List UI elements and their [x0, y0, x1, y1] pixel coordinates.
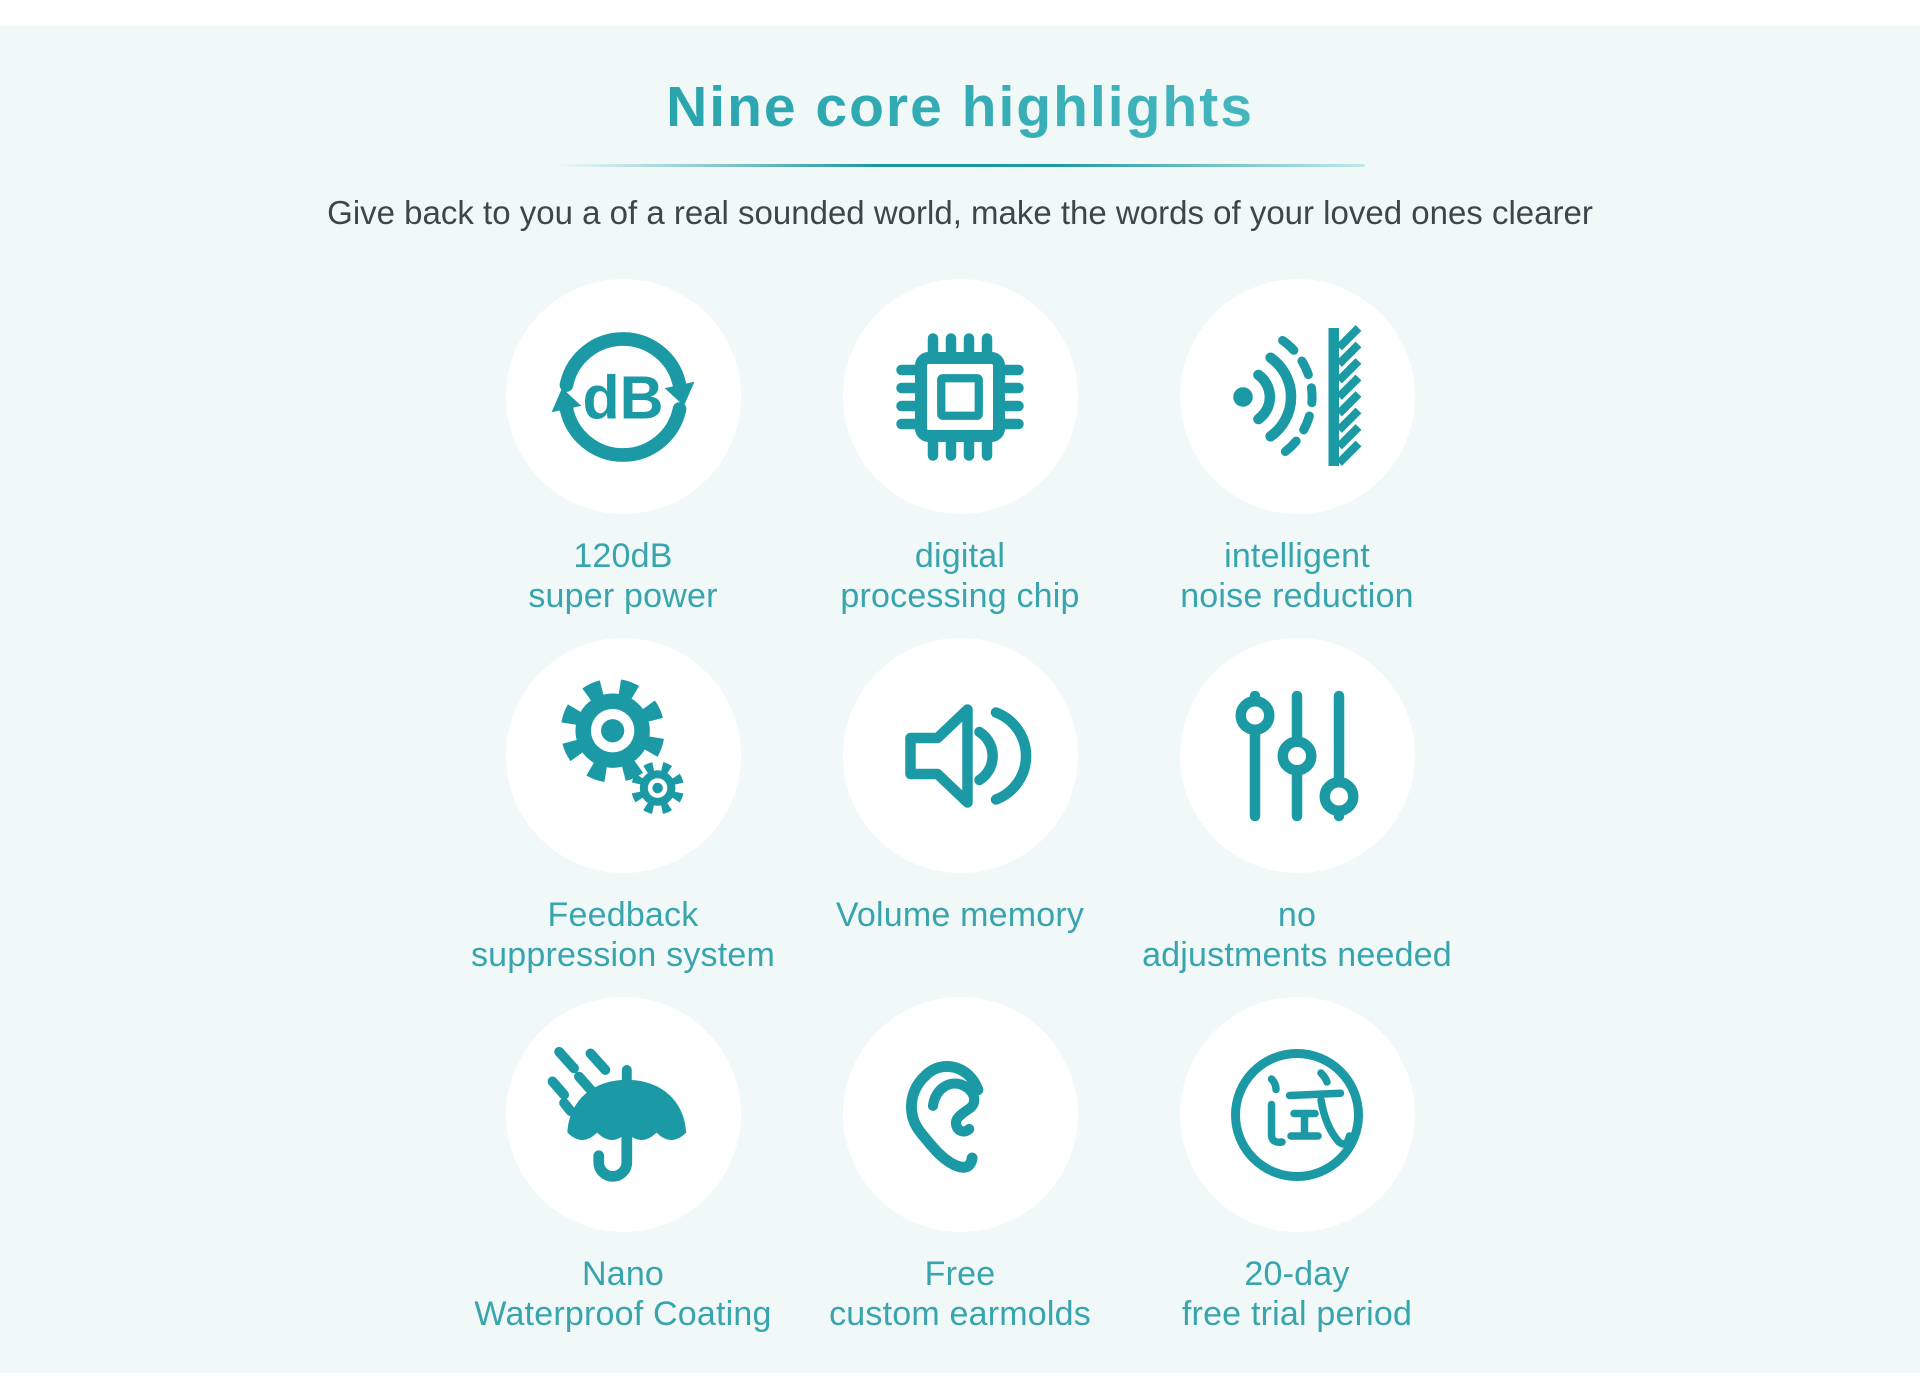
bottom-white-strip — [0, 1373, 1920, 1383]
feature-label: 120dB super power — [528, 537, 718, 615]
feature-circle — [1179, 638, 1415, 873]
decibel-icon-text: dB — [582, 363, 663, 431]
feature-noise-reduction: intelligent noise reduction — [1129, 279, 1466, 616]
feature-circle: dB — [505, 279, 741, 514]
feature-circle — [842, 638, 1078, 873]
page-subtitle: Give back to you a of a real sounded wor… — [327, 194, 1593, 231]
gears-icon — [560, 678, 684, 815]
feature-label: Free custom earmolds — [829, 1255, 1091, 1333]
content-area: Nine core highlights Give back to you a … — [0, 74, 1920, 1334]
feature-label: Volume memory — [835, 896, 1085, 934]
feature-circle — [505, 638, 741, 873]
trial-stamp-icon — [1231, 1048, 1363, 1181]
feature-circle — [1179, 279, 1415, 514]
title-underline — [555, 164, 1365, 167]
noise-reduction-wall-icon — [1233, 324, 1362, 466]
features-grid: dB 120dB super power — [0, 279, 1920, 1334]
top-white-strip — [0, 0, 1920, 26]
feature-label: 20-day free trial period — [1181, 1255, 1413, 1333]
feature-label: no adjustments needed — [1142, 896, 1452, 974]
feature-circle — [842, 997, 1078, 1232]
feature-label: Nano Waterproof Coating — [474, 1255, 772, 1333]
feature-custom-earmolds: Free custom earmolds — [792, 997, 1129, 1334]
feature-no-adjustments: no adjustments needed — [1129, 638, 1466, 975]
decibel-cycle-icon: dB — [551, 331, 695, 462]
sliders-icon — [1235, 690, 1359, 821]
speaker-volume-icon — [905, 703, 1032, 808]
feature-label: Feedback suppression system — [470, 896, 776, 974]
feature-waterproof: Nano Waterproof Coating — [455, 997, 792, 1334]
feature-free-trial: 20-day free trial period — [1129, 997, 1466, 1334]
feature-super-power: dB 120dB super power — [455, 279, 792, 616]
feature-feedback-suppression: Feedback suppression system — [455, 638, 792, 975]
umbrella-rain-icon — [547, 1046, 686, 1182]
ear-icon — [905, 1061, 983, 1173]
feature-circle — [842, 279, 1078, 514]
feature-processing-chip: digital processing chip — [792, 279, 1129, 616]
page-title: Nine core highlights — [0, 74, 1920, 140]
processor-chip-icon — [896, 332, 1024, 461]
feature-circle — [1179, 997, 1415, 1232]
feature-circle — [505, 997, 741, 1232]
feature-volume-memory: Volume memory — [792, 638, 1129, 975]
feature-label: intelligent noise reduction — [1180, 537, 1414, 615]
feature-label: digital processing chip — [840, 537, 1080, 615]
